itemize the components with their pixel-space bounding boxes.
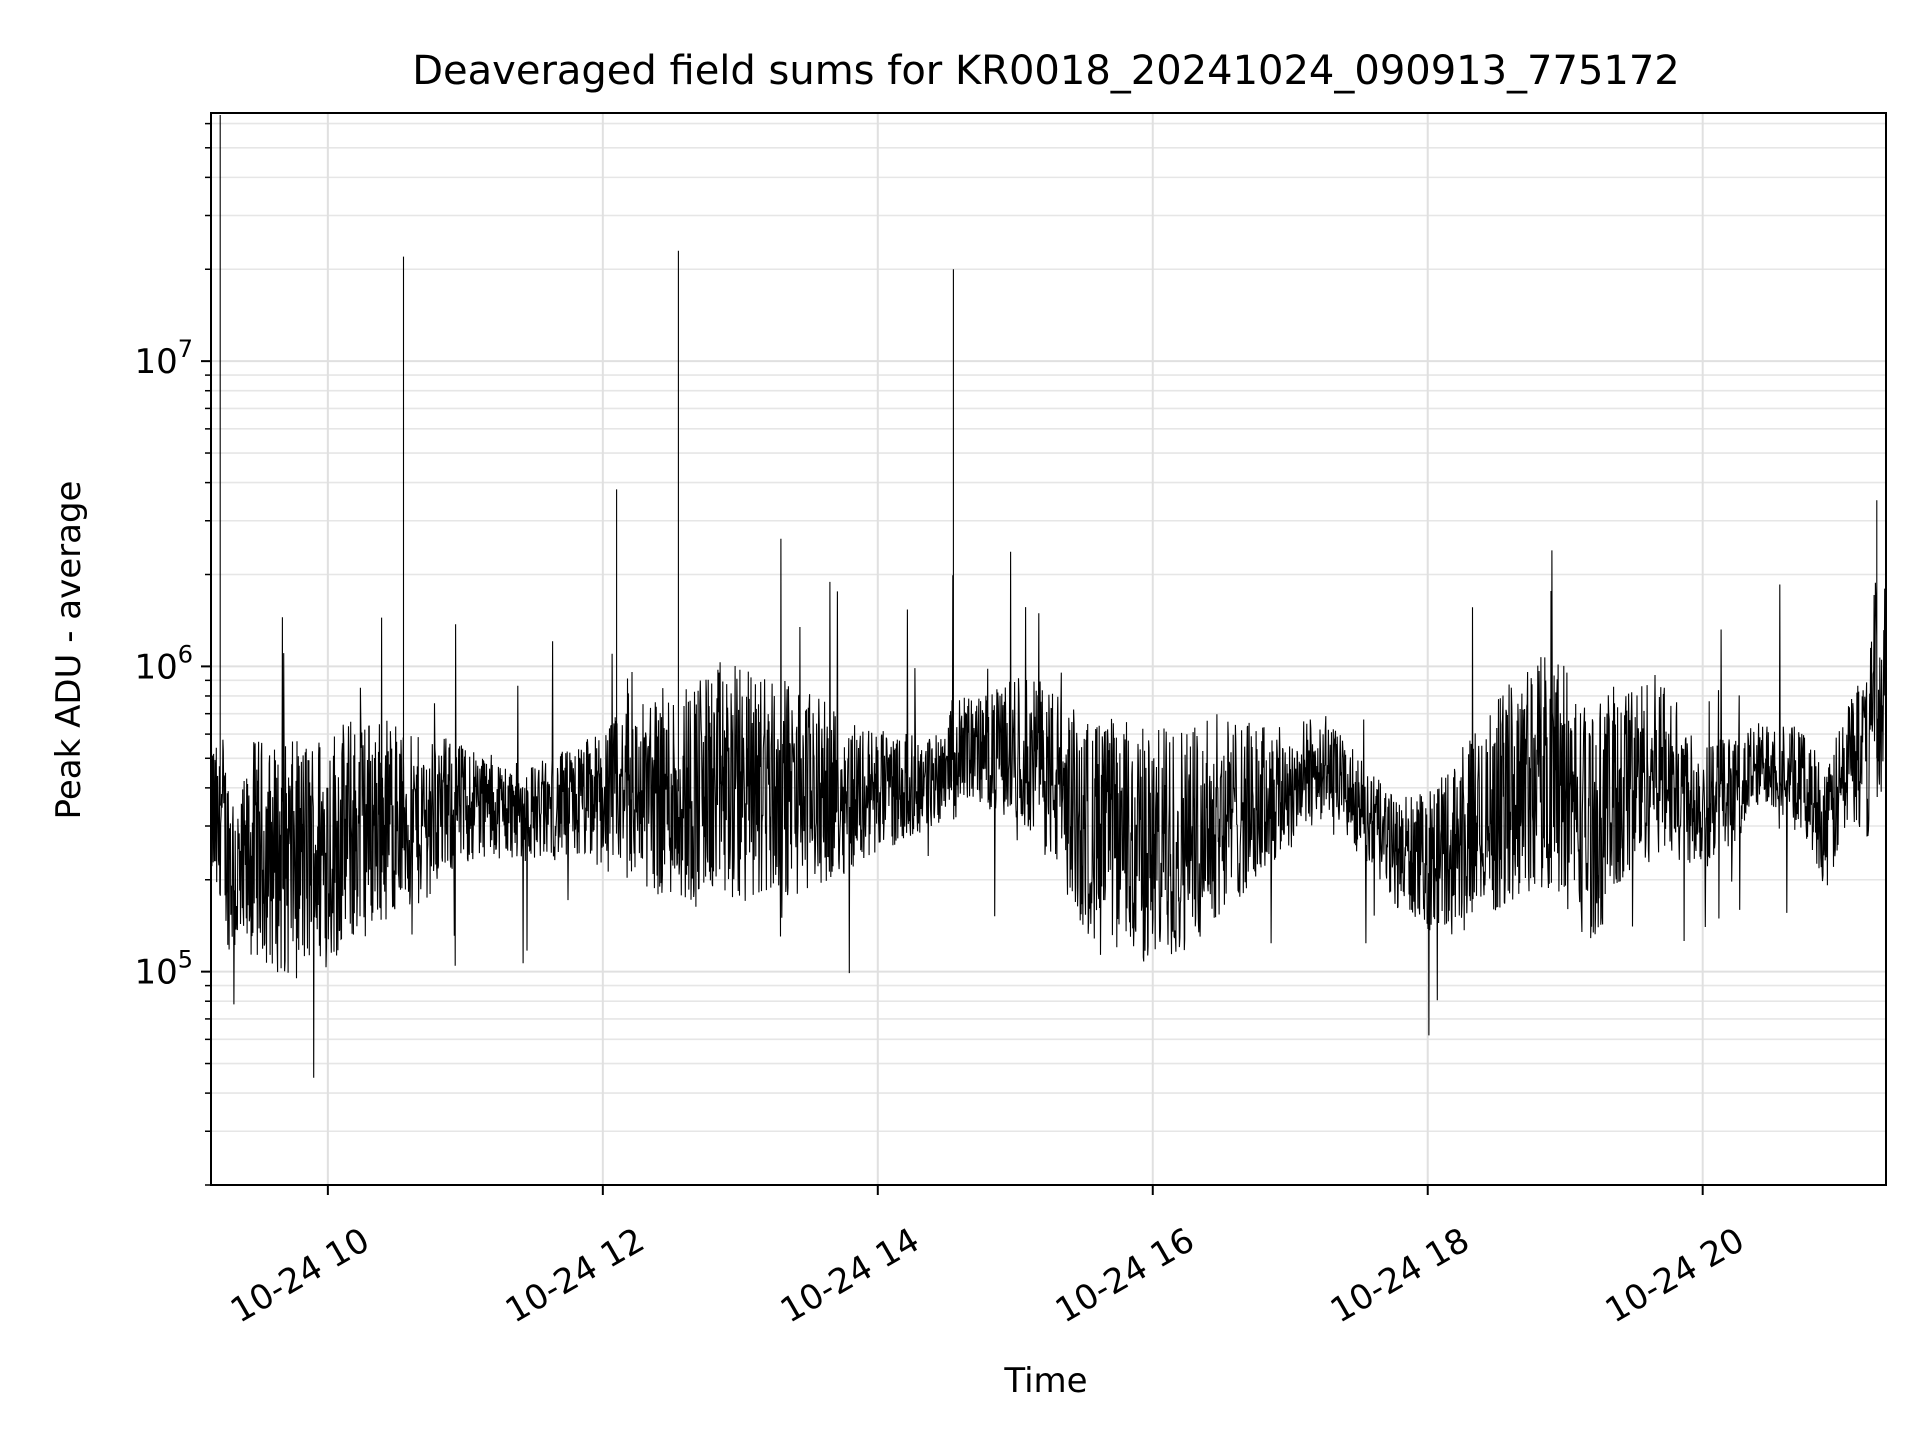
y-axis-label: Peak ADU - average <box>49 481 89 820</box>
x-axis-ticks: 10-24 10 10-24 12 10-24 14 10-24 16 10-24 18… <box>224 1185 1751 1331</box>
x-tick-label: 10-24 18 <box>1324 1220 1476 1331</box>
grid-minor <box>205 122 1886 1186</box>
x-tick-label: 10-24 16 <box>1049 1220 1201 1331</box>
x-tick-label: 10-24 14 <box>774 1220 926 1331</box>
grid-major <box>211 113 1886 1185</box>
x-axis-label: Time <box>1003 1361 1087 1401</box>
y-tick-label: 105 <box>134 946 193 993</box>
axes-frame <box>210 112 1887 1186</box>
y-tick-label: 106 <box>134 640 193 687</box>
chart-title: Deaveraged field sums for KR0018_2024102… <box>412 48 1680 94</box>
y-axis-ticks: 105 106 107 <box>134 335 211 993</box>
plot-area <box>210 115 1887 1078</box>
x-tick-label: 10-24 12 <box>499 1220 651 1331</box>
data-series-line <box>210 115 1887 1078</box>
y-tick-label: 107 <box>134 335 193 382</box>
x-tick-label: 10-24 20 <box>1599 1220 1751 1331</box>
x-tick-label: 10-24 10 <box>224 1220 376 1331</box>
